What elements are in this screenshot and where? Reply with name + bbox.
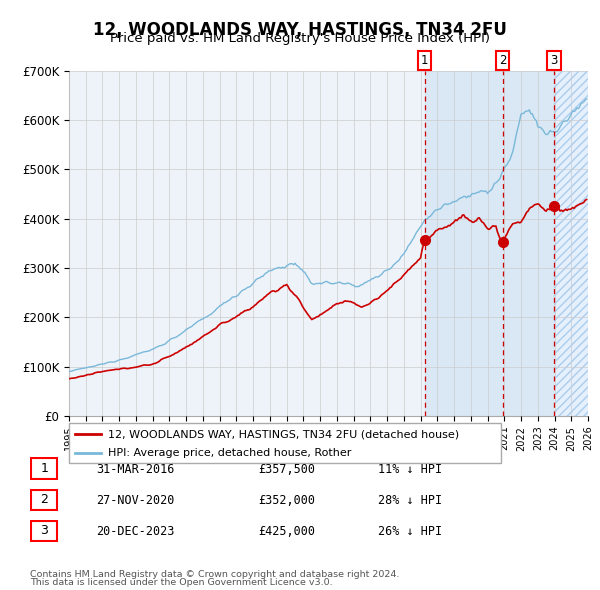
- Text: 3: 3: [550, 54, 558, 67]
- Bar: [425, 71, 554, 416]
- FancyBboxPatch shape: [31, 490, 58, 510]
- Text: 1: 1: [421, 54, 428, 67]
- Text: Price paid vs. HM Land Registry's House Price Index (HPI): Price paid vs. HM Land Registry's House …: [110, 32, 490, 45]
- Bar: [554, 71, 588, 416]
- FancyBboxPatch shape: [69, 423, 501, 463]
- Text: This data is licensed under the Open Government Licence v3.0.: This data is licensed under the Open Gov…: [30, 578, 332, 587]
- Bar: [554, 71, 588, 416]
- FancyBboxPatch shape: [31, 458, 58, 478]
- Text: £357,500: £357,500: [258, 463, 315, 476]
- Text: 12, WOODLANDS WAY, HASTINGS, TN34 2FU (detached house): 12, WOODLANDS WAY, HASTINGS, TN34 2FU (d…: [108, 430, 459, 440]
- Text: Contains HM Land Registry data © Crown copyright and database right 2024.: Contains HM Land Registry data © Crown c…: [30, 570, 400, 579]
- Text: 31-MAR-2016: 31-MAR-2016: [96, 463, 175, 476]
- Text: 27-NOV-2020: 27-NOV-2020: [96, 494, 175, 507]
- Text: 2: 2: [499, 54, 506, 67]
- FancyBboxPatch shape: [31, 521, 58, 541]
- Text: 11% ↓ HPI: 11% ↓ HPI: [378, 463, 442, 476]
- Text: 2: 2: [40, 493, 49, 506]
- Text: HPI: Average price, detached house, Rother: HPI: Average price, detached house, Roth…: [108, 448, 351, 458]
- Text: 3: 3: [40, 525, 49, 537]
- Text: 12, WOODLANDS WAY, HASTINGS, TN34 2FU: 12, WOODLANDS WAY, HASTINGS, TN34 2FU: [93, 21, 507, 39]
- Text: 1: 1: [40, 462, 49, 475]
- Text: £425,000: £425,000: [258, 525, 315, 538]
- Text: 20-DEC-2023: 20-DEC-2023: [96, 525, 175, 538]
- Text: £352,000: £352,000: [258, 494, 315, 507]
- Text: 26% ↓ HPI: 26% ↓ HPI: [378, 525, 442, 538]
- Text: 28% ↓ HPI: 28% ↓ HPI: [378, 494, 442, 507]
